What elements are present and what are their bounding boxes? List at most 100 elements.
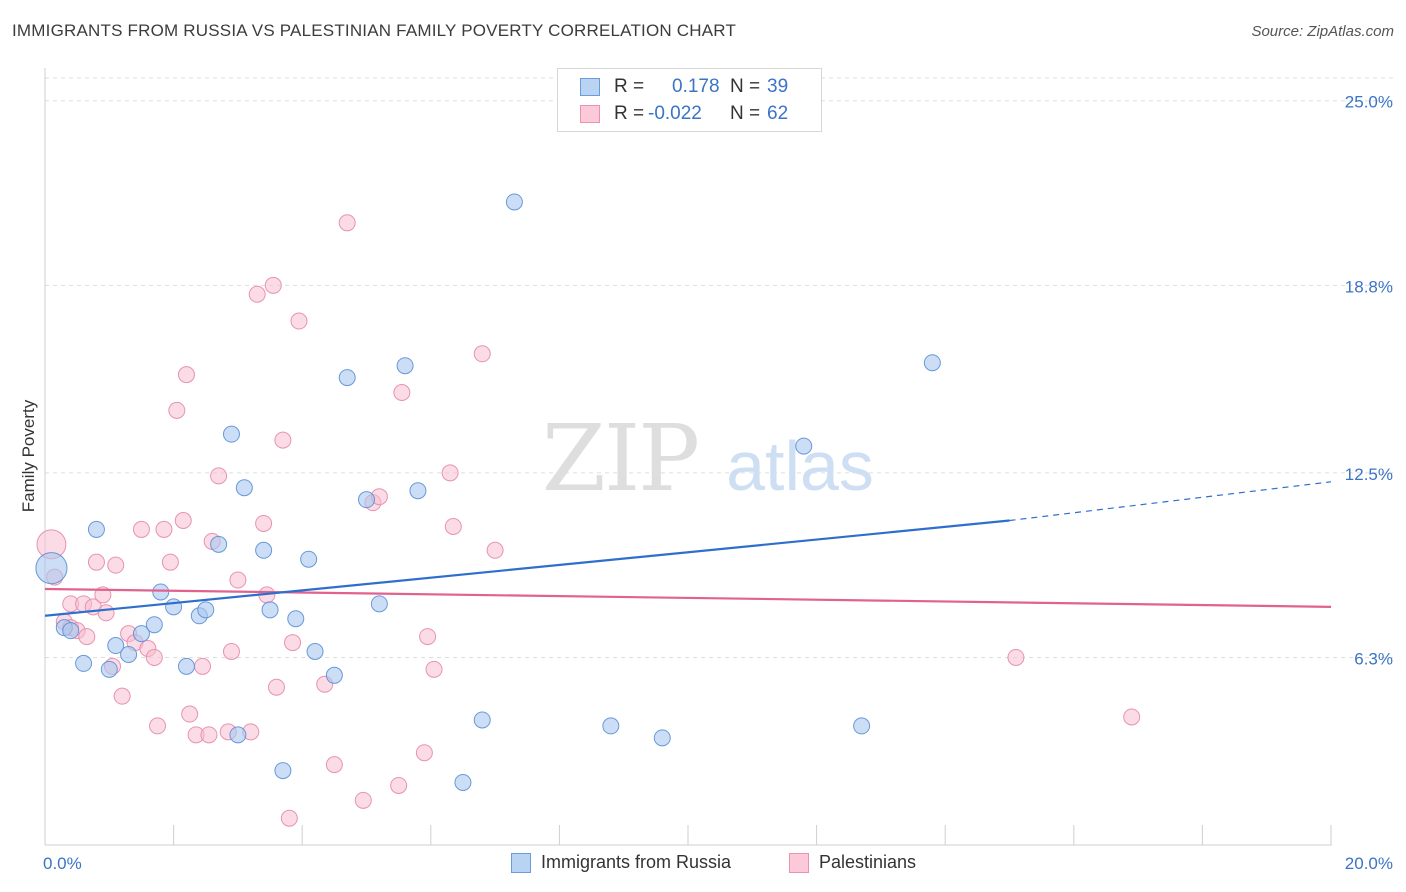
palestinian-point	[87, 553, 105, 571]
correlation-legend: R = 0.178 N = 39 R = -0.022 N = 62	[557, 68, 822, 132]
palestinian-point	[274, 431, 292, 449]
palestinian-point	[264, 276, 282, 294]
chart-source: Source: ZipAtlas.com	[1251, 23, 1394, 40]
russia-point	[152, 583, 170, 601]
russia-point	[100, 660, 118, 678]
palestinian-r-value: -0.022	[648, 103, 702, 124]
chart-title: IMMIGRANTS FROM RUSSIA VS PALESTINIAN FA…	[12, 21, 737, 40]
palestinian-point	[284, 634, 302, 652]
russia-point	[300, 550, 318, 568]
russia-point	[505, 193, 523, 211]
russia-r-value: 0.178	[672, 76, 720, 97]
russia-point	[255, 541, 273, 559]
russia-point	[409, 482, 427, 500]
watermark: ZIP atlas	[542, 405, 874, 512]
y-tick-label: 18.8%	[1345, 277, 1393, 296]
palestinian-point	[155, 520, 173, 538]
palestinian-point	[149, 717, 167, 735]
russia-point	[274, 762, 292, 780]
russia-point	[235, 479, 253, 497]
russia-point	[229, 726, 247, 744]
russia-point	[132, 625, 150, 643]
russia-point	[396, 357, 414, 375]
russia-point	[923, 354, 941, 372]
russia-point	[370, 595, 388, 613]
russia-point	[338, 369, 356, 387]
russia-point	[602, 717, 620, 735]
russia-point	[222, 425, 240, 443]
russia-point	[358, 491, 375, 509]
axes	[44, 68, 1332, 846]
russia-point	[210, 535, 228, 553]
legend-russia-label: Immigrants from Russia	[541, 852, 732, 872]
legend-russia-swatch	[511, 852, 531, 873]
russia-point	[795, 437, 813, 455]
russia-point	[325, 666, 343, 684]
palestinian-point	[419, 628, 437, 646]
palestinian-points	[36, 214, 1141, 827]
palestinian-point	[200, 726, 218, 744]
russia-point	[107, 637, 125, 655]
palestinian-point	[473, 345, 491, 363]
palestinian-point	[210, 467, 228, 485]
y-tick-label: 25.0%	[1345, 93, 1393, 112]
palestinian-point	[444, 517, 462, 535]
russia-trend-extension	[1009, 481, 1332, 522]
russia-swatch	[580, 78, 600, 96]
legend-item-palestinian: Palestinians	[789, 852, 916, 873]
legend-row-russia: R = 0.178 N = 39	[580, 75, 788, 99]
palestinian-point	[194, 657, 212, 675]
russia-point	[473, 711, 491, 729]
legend-item-russia: Immigrants from Russia	[511, 852, 731, 873]
palestinian-point	[248, 285, 266, 303]
russia-n-value: 39	[767, 76, 789, 97]
russia-point	[35, 552, 68, 585]
palestinian-point	[280, 809, 298, 827]
russia-point	[261, 601, 279, 619]
russia-point	[454, 773, 472, 791]
palestinian-point	[177, 366, 195, 384]
russia-point	[653, 729, 671, 747]
palestinian-point	[97, 604, 115, 622]
palestinian-n-label: N =	[730, 103, 761, 124]
palestinian-point	[390, 776, 408, 794]
series-legend: Immigrants from Russia Palestinians	[0, 852, 1406, 878]
x-tick-label-max: 20.0%	[1345, 854, 1393, 873]
russia-r-label: R =	[614, 76, 645, 97]
y-axis-label: Family Poverty	[19, 399, 38, 512]
palestinian-point	[78, 628, 96, 646]
trend-lines	[44, 481, 1332, 617]
palestinian-point	[338, 214, 356, 232]
russia-point	[87, 520, 105, 538]
palestinian-point	[107, 556, 125, 574]
russia-point	[145, 616, 163, 634]
palestinian-trend-line	[44, 587, 1332, 608]
palestinian-point	[181, 705, 199, 723]
grid-lines	[45, 77, 1394, 658]
x-tick-label-min: 0.0%	[43, 854, 82, 873]
palestinian-point	[354, 791, 372, 809]
russia-point	[197, 601, 215, 619]
russia-n-label: N =	[730, 76, 761, 97]
russia-point	[287, 610, 305, 628]
y-tick-label: 6.3%	[1354, 649, 1393, 668]
russia-point	[62, 622, 80, 640]
tick-labels: 6.3% 12.5% 18.8% 25.0% 0.0% 20.0%	[43, 93, 1393, 873]
russia-point	[306, 642, 324, 660]
palestinian-point	[425, 660, 443, 678]
russia-point	[75, 654, 93, 672]
palestinian-point	[113, 687, 131, 705]
palestinian-point	[325, 756, 343, 774]
palestinian-point	[1123, 708, 1141, 726]
watermark-zip: ZIP	[542, 405, 698, 512]
russia-point	[853, 717, 871, 735]
palestinian-point	[229, 571, 247, 589]
palestinian-point	[145, 648, 163, 666]
palestinian-swatch	[580, 105, 600, 123]
palestinian-point	[161, 553, 179, 571]
palestinian-point	[255, 514, 273, 532]
russia-point	[120, 645, 138, 663]
russia-point	[165, 598, 183, 616]
palestinian-point	[168, 401, 186, 419]
